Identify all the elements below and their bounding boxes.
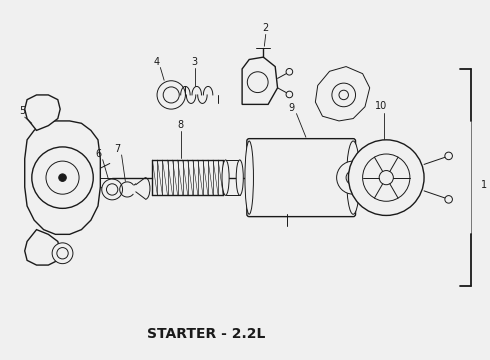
Text: 4: 4	[154, 57, 160, 67]
Text: 1: 1	[481, 180, 487, 190]
Text: 3: 3	[192, 57, 198, 67]
Text: 2: 2	[263, 23, 269, 33]
Circle shape	[102, 179, 122, 200]
FancyBboxPatch shape	[247, 139, 356, 217]
Text: 7: 7	[114, 144, 120, 154]
Circle shape	[445, 152, 452, 160]
Polygon shape	[242, 57, 277, 104]
Polygon shape	[24, 230, 60, 265]
Ellipse shape	[346, 141, 360, 214]
Circle shape	[445, 195, 452, 203]
Ellipse shape	[245, 141, 253, 214]
Circle shape	[52, 243, 73, 264]
Circle shape	[348, 140, 424, 215]
Circle shape	[332, 83, 356, 107]
Polygon shape	[24, 95, 60, 130]
Text: 8: 8	[177, 120, 184, 130]
Circle shape	[32, 147, 93, 208]
Text: STARTER - 2.2L: STARTER - 2.2L	[147, 327, 266, 341]
Text: 5: 5	[19, 106, 25, 116]
Text: 10: 10	[375, 102, 388, 112]
Polygon shape	[24, 121, 100, 234]
Circle shape	[59, 174, 66, 181]
Text: 6: 6	[95, 149, 101, 159]
Text: 9: 9	[289, 103, 295, 113]
Circle shape	[337, 161, 370, 194]
Ellipse shape	[236, 160, 244, 195]
Circle shape	[286, 68, 293, 75]
Circle shape	[286, 91, 293, 98]
Ellipse shape	[222, 160, 229, 195]
Circle shape	[157, 81, 185, 109]
Circle shape	[247, 72, 268, 93]
Polygon shape	[316, 67, 370, 121]
